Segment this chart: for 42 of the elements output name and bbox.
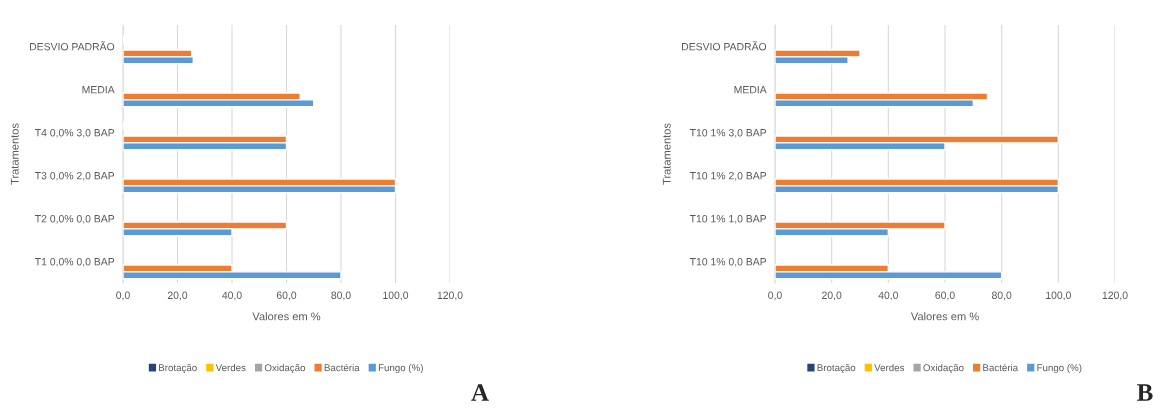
legend-label: Fungo (%) (1037, 363, 1082, 374)
legend-label: Fungo (%) (378, 363, 423, 374)
x-tick-label: 100,0 (383, 291, 409, 301)
y-tick-label: T4 0,0% 3,0 BAP (35, 129, 115, 138)
x-axis-title: Valores em % (910, 312, 979, 321)
legend-label: Oxidação (923, 363, 964, 374)
x-tick-label: 20,0 (822, 291, 842, 301)
x-tick-label: 40,0 (222, 291, 242, 301)
y-tick-label: T1 0,0% 0,0 BAP (35, 258, 115, 267)
x-tick-label: 80,0 (991, 291, 1012, 301)
y-tick-label: MEDIA (82, 86, 115, 94)
text: B (1137, 384, 1153, 401)
x-tick-label: 60,0 (935, 291, 955, 301)
x-tick-label: 40,0 (878, 291, 899, 301)
x-tick-label: 20,0 (167, 291, 188, 301)
x-tick-label: 80,0 (331, 291, 351, 301)
y-tick-label: T10 1% 2,0 BAP (689, 172, 767, 181)
x-tick-label: 0,0 (116, 291, 130, 301)
x-tick-label: 120,0 (437, 291, 463, 301)
legend-label: Brotação (159, 364, 197, 374)
legend-label: Verdes (874, 363, 905, 372)
y-tick-label: MEDIA (734, 86, 767, 94)
x-tick-label: 60,0 (276, 291, 297, 301)
x-tick-label: 120,0 (1102, 291, 1128, 301)
x-axis-title: Valores em % (252, 312, 321, 321)
y-tick-label: T10 1% 1,0 BAP (689, 215, 767, 224)
x-tick-label: 0,0 (768, 291, 782, 301)
y-axis-title: Tratamentos (10, 123, 19, 185)
y-tick-label: T10 1% 3,0 BAP (689, 129, 767, 138)
legend-label: Bactéria (983, 363, 1019, 372)
y-tick-label: T3 0,0% 2,0 BAP (35, 172, 115, 181)
x-tick-label: 100,0 (1046, 291, 1071, 301)
y-tick-label: DESVIO PADRÃO (30, 41, 115, 51)
legend-label: Verdes (215, 363, 246, 372)
y-tick-label: DESVIO PADRÃO (682, 41, 767, 51)
y-axis-title: Tratamentos (662, 123, 671, 185)
text: A (471, 384, 489, 401)
legend-label: Oxidação (264, 363, 306, 374)
legend-label: Bactéria (324, 363, 360, 372)
y-tick-label: T10 1% 0,0 BAP (689, 258, 767, 267)
legend-label: Brotação (817, 364, 856, 374)
y-tick-label: T2 0,0% 0,0 BAP (35, 215, 115, 224)
